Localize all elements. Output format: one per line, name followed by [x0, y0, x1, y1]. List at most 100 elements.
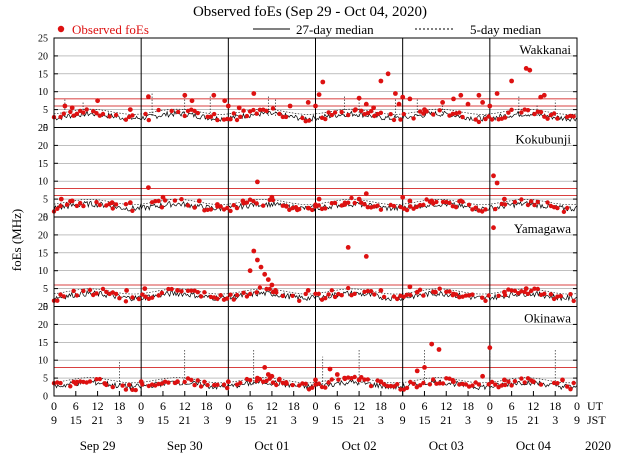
observed-point: [494, 180, 500, 186]
observed-point: [74, 203, 80, 209]
observed-point: [244, 113, 250, 119]
observed-point: [483, 298, 488, 303]
observed-point: [538, 292, 544, 297]
observed-point: [280, 380, 285, 386]
observed-point: [247, 197, 253, 202]
ut-tick-label: 12: [353, 399, 365, 413]
ut-tick-label: 18: [462, 399, 474, 413]
observed-point: [378, 288, 384, 293]
observed-point: [241, 108, 246, 113]
observed-point: [110, 384, 116, 390]
observed-point: [236, 105, 242, 111]
observed-point: [294, 207, 300, 213]
ut-tick-label: 18: [288, 399, 300, 413]
observed-point: [228, 117, 233, 122]
day-label: Oct 02: [342, 438, 377, 453]
observed-point: [306, 118, 312, 123]
observed-point: [480, 295, 485, 300]
observed-point: [509, 107, 514, 113]
observed-point: [522, 380, 527, 385]
ut-tick-label: 0: [400, 399, 406, 413]
observed-point: [457, 110, 462, 115]
observed-point: [466, 293, 472, 298]
observed-point: [440, 100, 445, 105]
observed-point: [421, 293, 426, 298]
observed-point: [476, 208, 482, 213]
y-tick-label: 25: [38, 34, 48, 45]
observed-point: [326, 380, 331, 385]
y-tick-label: 0: [43, 392, 48, 403]
observed-point: [257, 285, 263, 290]
observed-point: [437, 108, 442, 113]
observed-point: [162, 379, 168, 384]
observed-point: [460, 381, 465, 387]
observed-point: [395, 382, 400, 387]
observed-point: [571, 380, 576, 386]
observed-point: [385, 71, 391, 77]
y-tick-label: 15: [38, 159, 48, 170]
observed-point: [102, 381, 108, 386]
observed-point: [251, 248, 257, 254]
observed-point: [422, 107, 427, 112]
observed-point: [182, 113, 187, 119]
observed-point: [123, 117, 129, 122]
observed-point: [496, 293, 501, 298]
observed-point: [166, 380, 171, 385]
observed-point: [146, 383, 151, 389]
observed-point: [427, 382, 433, 387]
observed-point: [365, 205, 370, 210]
jst-tick-label: 21: [353, 413, 365, 427]
observed-point: [179, 289, 184, 294]
observed-point: [323, 296, 328, 301]
observed-point: [198, 294, 204, 299]
jst-tick-label: 3: [378, 413, 384, 427]
observed-point: [225, 379, 231, 385]
observed-point: [305, 100, 311, 105]
observed-point: [414, 289, 420, 295]
observed-point: [470, 207, 475, 212]
jst-tick-label: 21: [527, 413, 539, 427]
observed-point: [329, 112, 334, 118]
y-tick-label: 10: [38, 266, 48, 277]
observed-point: [486, 114, 491, 119]
observed-point: [429, 341, 435, 347]
observed-point: [493, 206, 498, 212]
observed-point: [362, 202, 367, 207]
y-tick-label: 25: [38, 123, 48, 134]
ut-tick-label: 6: [509, 399, 515, 413]
ut-tick-label: 0: [225, 399, 231, 413]
observed-point: [352, 374, 357, 380]
observed-point: [440, 381, 446, 386]
observed-point: [531, 379, 536, 385]
observed-point: [234, 205, 240, 211]
observed-point: [146, 117, 151, 123]
observed-point: [437, 381, 442, 386]
jst-tick-label: 21: [179, 413, 191, 427]
observed-point: [284, 381, 289, 386]
observed-point: [319, 297, 325, 302]
observed-point: [476, 92, 482, 98]
observed-point: [208, 294, 214, 300]
observed-point: [146, 185, 151, 191]
observed-point: [313, 291, 318, 296]
observed-point: [231, 297, 236, 302]
observed-point: [346, 200, 351, 205]
jst-tick-label: 3: [204, 413, 210, 427]
observed-point: [110, 290, 116, 295]
observed-point: [332, 200, 338, 206]
observed-point: [189, 377, 194, 383]
jst-unit-label: JST: [587, 413, 606, 427]
observed-point: [202, 379, 207, 384]
observed-point: [255, 179, 260, 185]
jst-tick-label: 21: [440, 413, 452, 427]
observed-point: [346, 285, 351, 291]
observed-point: [329, 288, 334, 293]
observed-point: [558, 293, 563, 299]
observed-point: [215, 296, 220, 301]
median-27day-line: [53, 289, 577, 302]
observed-point: [58, 114, 63, 120]
observed-point: [391, 203, 397, 209]
observed-point: [269, 194, 275, 200]
observed-point: [146, 296, 151, 301]
observed-point: [146, 94, 151, 100]
